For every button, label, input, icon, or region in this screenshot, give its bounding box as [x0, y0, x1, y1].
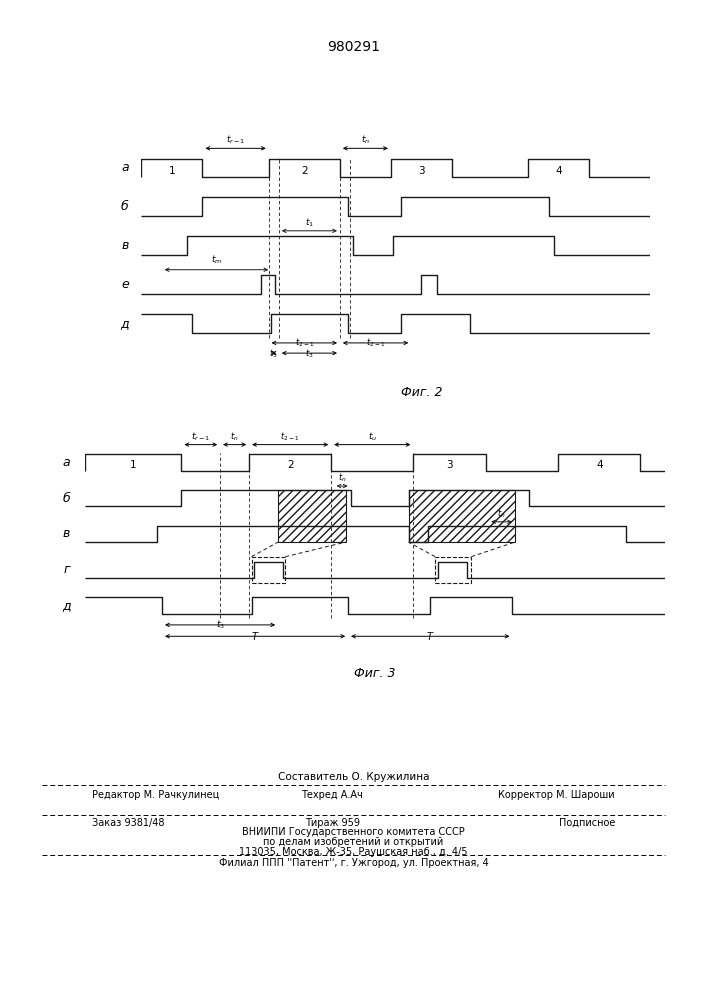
Text: $t_n$: $t_n$: [338, 472, 346, 484]
Text: е: е: [121, 278, 129, 291]
Text: $t_{2-1}$: $t_{2-1}$: [281, 430, 300, 443]
Text: 2: 2: [301, 166, 308, 176]
Text: $t_u$: $t_u$: [368, 430, 377, 443]
Text: $t_n$: $t_n$: [497, 507, 506, 520]
Text: б: б: [121, 200, 129, 213]
Text: $t_n$: $t_n$: [230, 430, 239, 443]
Bar: [278, 490, 346, 542]
Text: $t_3$: $t_3$: [269, 347, 278, 360]
Text: Составитель О. Кружилина: Составитель О. Кружилина: [278, 772, 429, 782]
Text: $T$: $T$: [251, 630, 259, 642]
Bar: [252, 557, 286, 583]
Text: $t_{r-1}$: $t_{r-1}$: [226, 134, 245, 146]
Text: 4: 4: [596, 460, 602, 470]
Text: по делам изобретений и открытий: по делам изобретений и открытий: [264, 837, 443, 847]
Text: Тираж 959: Тираж 959: [305, 818, 360, 828]
Text: Филиал ППП ''Патент'', г. Ужгород, ул. Проектная, 4: Филиал ППП ''Патент'', г. Ужгород, ул. П…: [218, 858, 489, 868]
Text: в: в: [122, 239, 129, 252]
Text: Корректор М. Шароши: Корректор М. Шароши: [498, 790, 615, 800]
Bar: [435, 557, 472, 583]
Text: $t_3$: $t_3$: [216, 619, 225, 631]
Text: $t_n$: $t_n$: [361, 134, 370, 146]
Text: 3: 3: [418, 166, 425, 176]
Text: $t_{2-1}$: $t_{2-1}$: [366, 337, 385, 349]
Text: в: в: [63, 527, 71, 540]
Text: б: б: [63, 492, 71, 505]
Text: д: д: [62, 599, 71, 612]
Text: г: г: [64, 563, 71, 576]
Text: а: а: [121, 161, 129, 174]
Text: 2: 2: [287, 460, 293, 470]
Text: $t_{r-1}$: $t_{r-1}$: [191, 430, 211, 443]
Text: 1: 1: [169, 166, 175, 176]
Text: $t_m$: $t_m$: [211, 254, 222, 266]
Text: Техред А.Ач: Техред А.Ач: [301, 790, 363, 800]
Bar: [409, 490, 515, 542]
Text: ВНИИПИ Государственного комитета СССР: ВНИИПИ Государственного комитета СССР: [242, 827, 465, 837]
Text: Фиг. 3: Фиг. 3: [354, 667, 395, 680]
Text: Заказ 9381/48: Заказ 9381/48: [92, 818, 165, 828]
Text: Редактор М. Рачкулинец: Редактор М. Рачкулинец: [92, 790, 219, 800]
Text: 4: 4: [556, 166, 562, 176]
Text: 113035, Москва, Ж-35, Раушская наб., д. 4/5: 113035, Москва, Ж-35, Раушская наб., д. …: [239, 847, 468, 857]
Text: 3: 3: [446, 460, 453, 470]
Text: д: д: [120, 317, 129, 330]
Text: 980291: 980291: [327, 40, 380, 54]
Text: $t_1$: $t_1$: [305, 216, 314, 229]
Text: Подписное: Подписное: [559, 818, 615, 828]
Text: а: а: [63, 456, 71, 469]
Text: $T$: $T$: [426, 630, 435, 642]
Text: $t_{2-1}$: $t_{2-1}$: [295, 337, 314, 349]
Text: 1: 1: [130, 460, 136, 470]
Text: $t_3$: $t_3$: [305, 347, 314, 360]
Text: Фиг. 2: Фиг. 2: [401, 386, 442, 399]
